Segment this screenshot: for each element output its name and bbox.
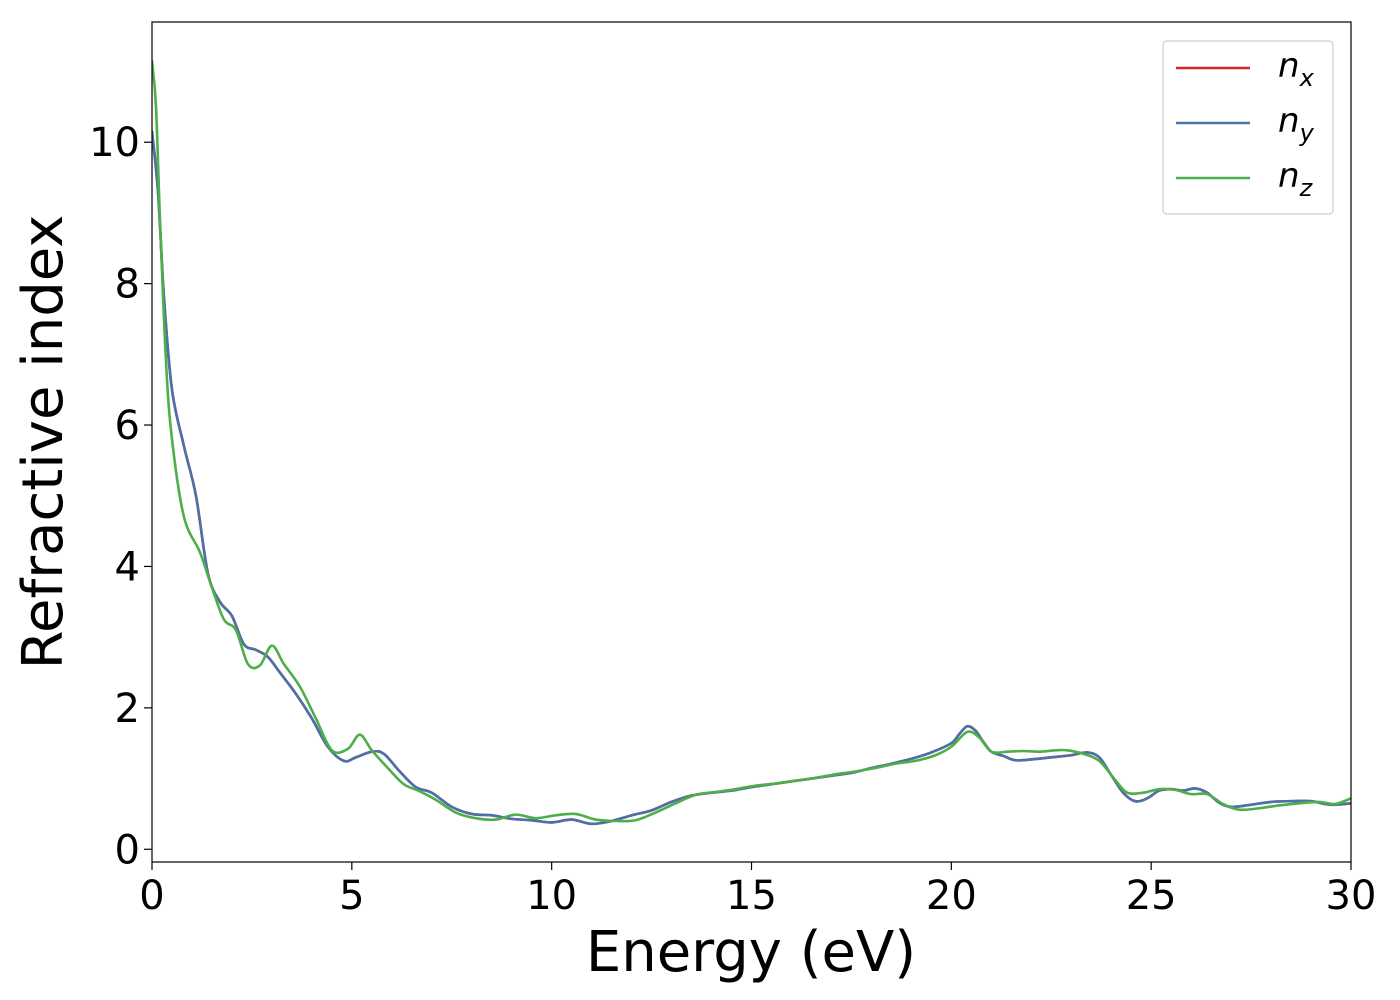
x-tick-label: 5 bbox=[339, 873, 364, 919]
series-line-nx bbox=[152, 130, 1351, 826]
x-tick-label: 30 bbox=[1326, 873, 1377, 919]
legend-label-ny: ny bbox=[1278, 101, 1315, 147]
legend: nx ny nz bbox=[1162, 40, 1334, 215]
y-axis-title: Refractive index bbox=[11, 215, 76, 670]
series-line-ny bbox=[152, 130, 1351, 826]
x-tick-label: 25 bbox=[1126, 873, 1177, 919]
y-tick-label: 2 bbox=[115, 686, 140, 732]
x-axis-ticks: 0 5 10 15 20 25 30 bbox=[139, 862, 1376, 919]
series-line-nz bbox=[152, 59, 1351, 823]
x-axis-title: Energy (eV) bbox=[586, 920, 916, 985]
x-tick-label: 20 bbox=[926, 873, 977, 919]
y-tick-label: 6 bbox=[115, 403, 140, 449]
legend-label-nx: nx bbox=[1278, 46, 1315, 92]
y-tick-label: 4 bbox=[115, 544, 140, 590]
legend-label-nz: nz bbox=[1278, 156, 1314, 202]
y-tick-label: 0 bbox=[115, 827, 140, 873]
series-layer bbox=[152, 59, 1351, 826]
x-tick-label: 15 bbox=[726, 873, 777, 919]
legend-box bbox=[1162, 40, 1334, 215]
y-axis-ticks: 0 2 4 6 8 10 bbox=[89, 120, 152, 873]
x-tick-label: 10 bbox=[526, 873, 577, 919]
y-tick-label: 10 bbox=[89, 120, 140, 166]
y-tick-label: 8 bbox=[115, 262, 140, 308]
x-tick-label: 0 bbox=[139, 873, 164, 919]
